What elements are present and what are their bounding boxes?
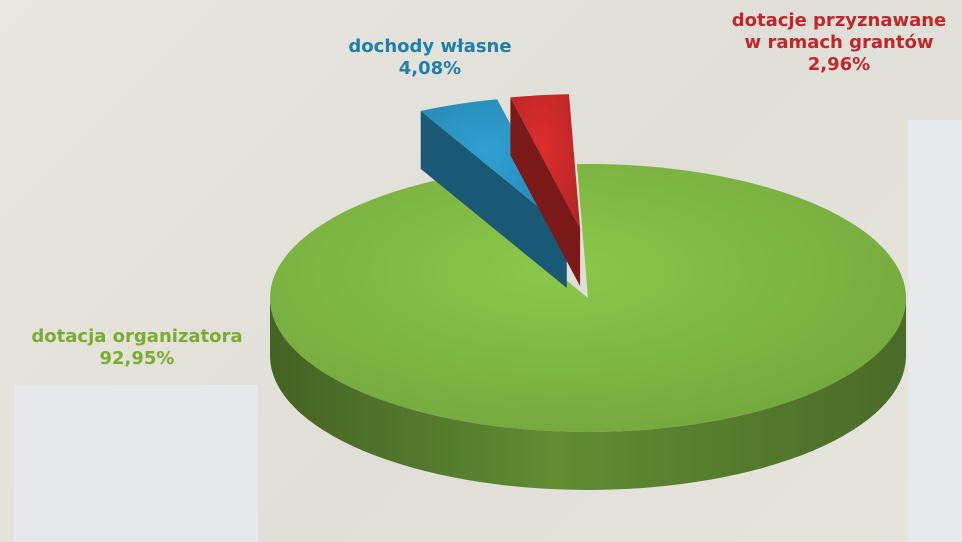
pie-slice-top [420, 99, 567, 230]
slice-label-name: dotacja organizatora [31, 326, 243, 347]
pie-slice [510, 94, 581, 287]
slice-label-name: dochody własne [348, 36, 512, 57]
pie-slice-top [269, 164, 907, 432]
slice-label-value: 2,96% [807, 54, 871, 75]
background-panel-left [14, 385, 258, 542]
pie-slice-face [510, 97, 581, 287]
slice-label-dotacja-organizatora: dotacja organizatora 92,95% [6, 326, 268, 370]
pie-slice [269, 164, 907, 490]
slice-label-dotacje-grantow: dotacje przyznawane w ramach grantów 2,9… [716, 10, 962, 76]
slice-label-dochody-wlasne: dochody własne 4,08% [330, 36, 530, 80]
slice-label-value: 92,95% [99, 348, 175, 369]
pie-slice-side [270, 298, 906, 490]
pie-slice [420, 99, 567, 288]
slice-label-name-line-2: w ramach grantów [744, 32, 934, 53]
slice-label-value: 4,08% [398, 58, 462, 79]
pie-slice-face [420, 110, 567, 288]
slice-label-name-line-1: dotacje przyznawane [731, 10, 947, 31]
pie-slice-top [510, 94, 581, 229]
background-panel-right [908, 120, 962, 542]
